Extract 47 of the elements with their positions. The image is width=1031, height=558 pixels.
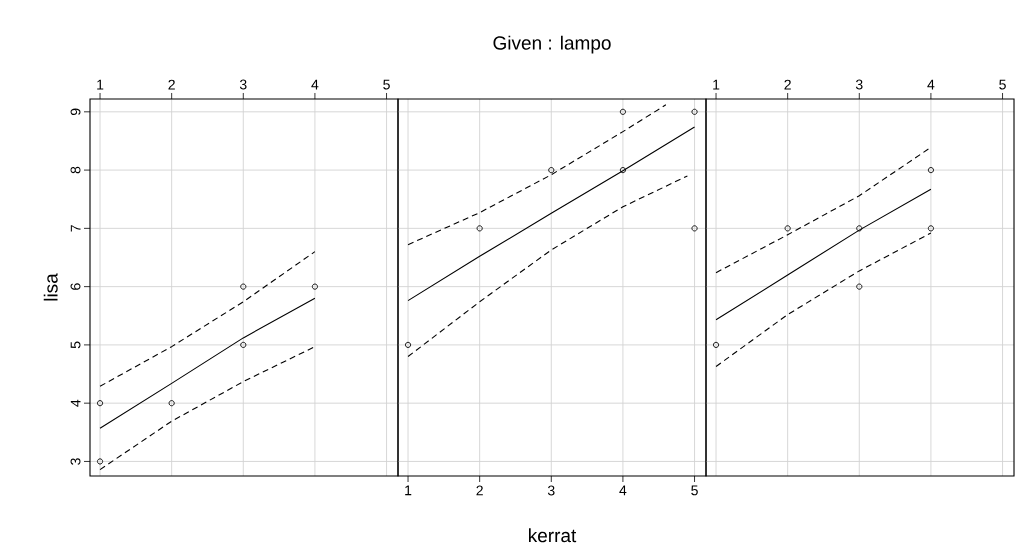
x-tick-label: 1 — [405, 485, 412, 496]
x-tick-label: 1 — [97, 79, 104, 90]
x-axis-title: kerrat — [529, 528, 577, 543]
point — [240, 283, 247, 290]
y-tick-label: 6 — [70, 283, 81, 290]
point — [548, 167, 555, 174]
x-tick-label: 3 — [855, 79, 863, 90]
x-tick-label: 5 — [999, 79, 1006, 90]
line-series — [99, 346, 316, 471]
x-tick-label: 3 — [547, 485, 555, 496]
point — [404, 341, 412, 348]
point — [691, 108, 698, 115]
point — [476, 225, 483, 232]
x-tick-label: 2 — [784, 79, 791, 90]
point — [712, 341, 720, 348]
x-tick-label: 2 — [168, 79, 175, 90]
point — [856, 283, 863, 290]
point — [927, 167, 934, 174]
x-tick-label: 1 — [713, 79, 720, 90]
point — [168, 400, 175, 407]
line-series — [99, 297, 316, 429]
point — [311, 283, 318, 290]
y-tick-label: 9 — [70, 108, 81, 116]
x-tick-label: 4 — [927, 79, 935, 90]
point — [619, 167, 626, 174]
x-tick-label: 3 — [239, 79, 247, 90]
y-axis-title: lisa — [43, 273, 58, 301]
x-tick-label: 5 — [691, 485, 698, 496]
x-tick-label: 5 — [383, 79, 390, 90]
point — [784, 225, 791, 232]
line-series — [99, 251, 316, 387]
point — [691, 225, 698, 232]
y-tick-label: 3 — [70, 458, 81, 465]
point — [927, 225, 934, 232]
y-tick-label: 8 — [70, 166, 81, 174]
x-tick-label: 4 — [311, 79, 319, 90]
point — [619, 108, 626, 115]
point — [96, 458, 104, 465]
point — [96, 400, 104, 407]
y-tick-label: 5 — [70, 341, 81, 349]
x-tick-label: 4 — [619, 485, 627, 496]
point — [856, 225, 863, 232]
point — [240, 341, 247, 348]
x-tick-label: 2 — [476, 485, 483, 496]
chart-title: Given : lampo — [493, 35, 611, 54]
y-tick-label: 7 — [70, 225, 81, 232]
y-tick-label: 4 — [70, 399, 81, 407]
